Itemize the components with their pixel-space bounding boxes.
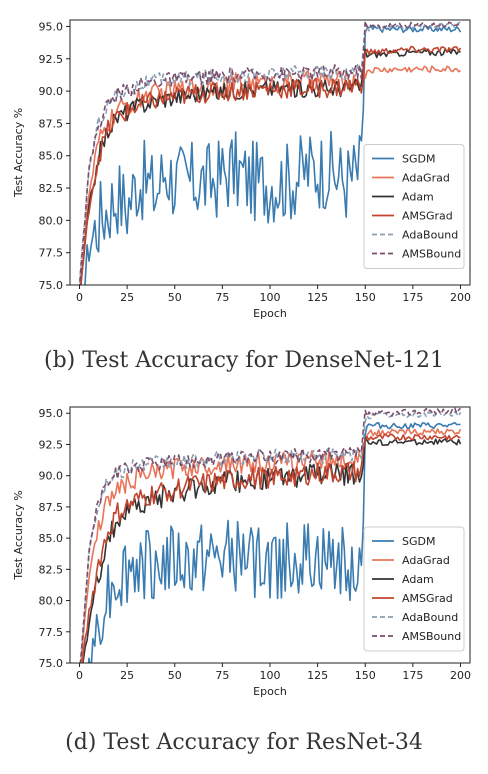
- series-line-amsbound: [78, 20, 461, 285]
- series-line-adabound: [79, 410, 462, 663]
- legend-label-sgdm: SGDM: [402, 153, 435, 166]
- x-tick-label: 100: [260, 291, 281, 304]
- y-tick-label: 77.5: [39, 626, 64, 639]
- legend: SGDM AdaGrad Adam AMSGrad AdaBound AMSBound: [363, 526, 465, 652]
- legend-box: [363, 526, 465, 652]
- legend: SGDM AdaGrad Adam AMSGrad AdaBound AMSBound: [363, 144, 465, 269]
- x-tick-label: 175: [402, 291, 423, 304]
- legend-label-amsbound: AMSBound: [402, 630, 461, 643]
- x-tick-label: 0: [76, 291, 83, 304]
- legend-label-adam: Adam: [402, 191, 434, 204]
- caption-resnet: (d) Test Accuracy for ResNet-34: [65, 730, 423, 755]
- legend-label-adagrad: AdaGrad: [402, 172, 450, 185]
- y-tick-label: 77.5: [39, 247, 64, 260]
- y-tick-label: 82.5: [39, 182, 64, 195]
- y-axis-label: Test Accuracy %: [12, 490, 25, 580]
- y-tick-label: 90.0: [39, 470, 64, 483]
- x-tick-label: 50: [168, 291, 182, 304]
- legend-box: [363, 144, 465, 269]
- y-tick-label: 85.0: [39, 532, 64, 545]
- chart-densenet: 0 25 50 75 100 125 150 175 200 75.0 77.5 80.0 82.5 85…: [12, 19, 471, 320]
- y-tick-label: 92.5: [39, 53, 64, 66]
- y-tick-label: 82.5: [39, 563, 64, 576]
- y-tick-label: 92.5: [39, 438, 64, 451]
- y-tick-label: 75.0: [39, 279, 64, 292]
- series-line-sgdm: [84, 25, 462, 285]
- x-tick-label: 75: [215, 669, 229, 682]
- series-group: [79, 407, 462, 663]
- y-tick-label: 80.0: [39, 214, 64, 227]
- y-tick-label: 90.0: [39, 85, 64, 98]
- series-line-amsgrad: [80, 45, 462, 285]
- chart-panel-densenet: 0 25 50 75 100 125 150 175 200 75.0 77.5 80.0 82.5 85…: [12, 19, 471, 373]
- x-tick-label: 125: [307, 669, 328, 682]
- x-tick-label: 100: [260, 669, 281, 682]
- legend-label-adagrad: AdaGrad: [402, 554, 450, 567]
- x-tick-label: 0: [76, 669, 83, 682]
- x-tick-label: 175: [402, 669, 423, 682]
- series-line-adabound: [78, 21, 461, 283]
- x-tick-label: 200: [450, 291, 471, 304]
- x-axis-label: Epoch: [253, 685, 287, 698]
- y-tick-label: 87.5: [39, 117, 64, 130]
- x-tick-label: 75: [215, 291, 229, 304]
- legend-label-adabound: AdaBound: [402, 611, 458, 624]
- legend-label-amsgrad: AMSGrad: [402, 210, 453, 223]
- legend-label-amsbound: AMSBound: [402, 248, 461, 261]
- legend-label-adam: Adam: [402, 573, 434, 586]
- legend-label-adabound: AdaBound: [402, 229, 458, 242]
- y-tick-label: 95.0: [39, 20, 64, 33]
- caption-densenet: (b) Test Accuracy for DenseNet-121: [44, 348, 444, 373]
- x-tick-label: 200: [450, 669, 471, 682]
- y-tick-label: 80.0: [39, 595, 64, 608]
- y-tick-label: 95.0: [39, 407, 64, 420]
- x-tick-label: 50: [168, 669, 182, 682]
- chart-resnet: 0 25 50 75 100 125 150 175 200 75.0 77.5 80.0 82.5 85…: [12, 406, 471, 698]
- x-tick-label: 25: [120, 669, 134, 682]
- x-tick-label: 150: [355, 669, 376, 682]
- legend-label-sgdm: SGDM: [402, 535, 435, 548]
- chart-panel-resnet: 0 25 50 75 100 125 150 175 200 75.0 77.5 80.0 82.5 85…: [0, 387, 488, 774]
- series-line-sgdm: [87, 421, 461, 663]
- series-line-amsbound: [79, 407, 462, 663]
- y-axis-label: Test Accuracy %: [12, 108, 25, 198]
- y-tick-label: 85.0: [39, 150, 64, 163]
- x-axis-label: Epoch: [253, 307, 287, 320]
- series-line-amsgrad: [81, 433, 461, 663]
- legend-label-amsgrad: AMSGrad: [402, 592, 453, 605]
- y-tick-label: 75.0: [39, 657, 64, 670]
- x-tick-label: 150: [355, 291, 376, 304]
- y-tick-label: 87.5: [39, 501, 64, 514]
- series-group: [78, 20, 462, 285]
- x-tick-label: 125: [307, 291, 328, 304]
- x-tick-label: 25: [120, 291, 134, 304]
